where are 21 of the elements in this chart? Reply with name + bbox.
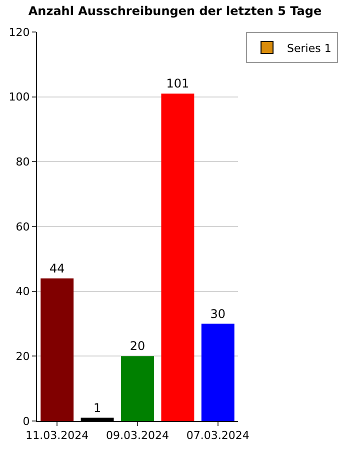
data-label: 44 xyxy=(49,261,65,276)
data-label: 20 xyxy=(130,339,146,354)
y-tick-label: 80 xyxy=(16,156,30,169)
y-tick-label: 100 xyxy=(8,90,30,104)
data-label: 1 xyxy=(93,400,102,415)
bar xyxy=(40,278,74,421)
y-tick-label: 120 xyxy=(8,26,30,39)
data-label: 101 xyxy=(166,76,190,91)
bar xyxy=(121,356,154,421)
x-tick-label: 11.03.2024 xyxy=(26,429,89,442)
y-tick-label: 0 xyxy=(22,414,30,428)
x-tick-label: 07.03.2024 xyxy=(186,429,250,442)
y-tick-label: 40 xyxy=(16,285,30,298)
y-tick-label: 60 xyxy=(16,220,30,234)
chart-title: Anzahl Ausschreibungen der letzten 5 Tage xyxy=(28,4,322,18)
bar xyxy=(201,324,234,421)
bar xyxy=(161,94,194,421)
text: Series 1 xyxy=(287,42,332,55)
y-tick-label: 20 xyxy=(16,350,30,364)
x-tick-label: 09.03.2024 xyxy=(106,429,169,442)
data-label: 30 xyxy=(210,306,226,321)
